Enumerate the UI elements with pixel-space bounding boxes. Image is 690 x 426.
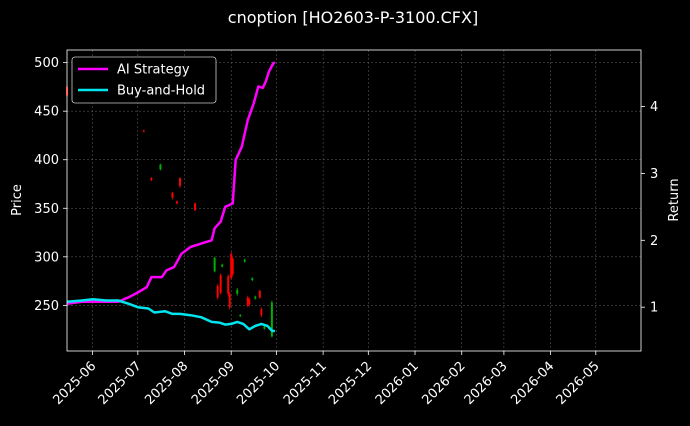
y-tick-label: 500 <box>34 56 59 71</box>
candlesticks <box>66 84 273 338</box>
candle-body <box>171 192 174 198</box>
y2-tick-label: 3 <box>650 167 658 182</box>
candle-body <box>236 289 239 294</box>
candle-body <box>246 297 249 306</box>
x-tick-label: 2026-03 <box>462 359 511 408</box>
candle <box>142 129 145 133</box>
y-tick-label: 400 <box>34 153 59 168</box>
candle <box>228 291 231 310</box>
candle <box>258 289 261 299</box>
candle <box>263 325 266 330</box>
candle-body <box>194 203 197 211</box>
x-tick-label: 2026-02 <box>420 359 469 408</box>
legend: AI Strategy Buy-and-Hold <box>71 56 217 104</box>
candle-body <box>150 178 153 181</box>
candle-body <box>219 275 222 293</box>
series-line-ai-strategy <box>66 61 275 306</box>
candle-body <box>230 253 233 279</box>
candle <box>221 263 224 268</box>
y2-tick-label: 1 <box>650 301 658 316</box>
candle-body <box>243 259 246 262</box>
x-tick-label: 2025-11 <box>281 359 330 408</box>
y-axis-label: Price <box>10 184 25 216</box>
x-tick-label: 2025-09 <box>189 359 238 408</box>
candle-body <box>142 130 145 132</box>
y-axis: 250 300 350 400 450 500 <box>34 56 67 314</box>
candle <box>248 297 251 307</box>
x-tick-label: 2025-06 <box>50 359 99 408</box>
candle <box>236 287 239 296</box>
y2-tick-label: 4 <box>650 100 658 115</box>
candle <box>216 284 219 300</box>
candle <box>254 295 257 300</box>
x-tick-label: 2025-07 <box>96 359 145 408</box>
chart-title: cnoption [HO2603-P-3100.CFX] <box>228 8 478 27</box>
candle-body <box>260 309 263 316</box>
plot-frame <box>66 49 642 352</box>
x-axis: 2025-062025-072025-082025-092025-102025-… <box>50 351 603 408</box>
candle-body <box>213 257 216 272</box>
y-tick-label: 250 <box>34 299 59 314</box>
candle <box>239 314 242 318</box>
y-tick-label: 450 <box>34 105 59 120</box>
series-lines <box>66 61 276 333</box>
x-tick-label: 2025-10 <box>234 359 283 408</box>
candle <box>243 258 246 263</box>
x-tick-label: 2026-04 <box>508 359 557 408</box>
legend-label-ai-strategy: AI Strategy <box>117 63 190 78</box>
y2-axis-label: Return <box>667 178 682 221</box>
x-tick-label: 2026-05 <box>554 359 603 408</box>
x-tick-label: 2025-08 <box>142 359 191 408</box>
candle-body <box>254 296 257 299</box>
candle-body <box>216 285 219 298</box>
candle-body <box>228 293 231 308</box>
candle-body <box>159 164 162 170</box>
candle <box>171 191 174 200</box>
candle <box>246 295 249 308</box>
x-tick-label: 2026-01 <box>373 359 422 408</box>
y-tick-label: 300 <box>34 250 59 265</box>
candle <box>227 274 230 297</box>
y2-axis: 1 2 3 4 <box>641 100 658 316</box>
candle <box>231 256 234 277</box>
candle <box>178 177 181 188</box>
candle <box>150 177 153 182</box>
candle-body <box>270 302 273 337</box>
candle-body <box>178 178 181 186</box>
candle <box>260 307 263 318</box>
candle-body <box>239 315 242 317</box>
candle <box>194 202 197 212</box>
legend-label-buy-and-hold: Buy-and-Hold <box>117 84 205 99</box>
candle-body <box>251 278 254 281</box>
candle <box>175 200 178 205</box>
candle-body <box>248 299 251 305</box>
x-tick-label: 2025-12 <box>326 359 375 408</box>
candle-body <box>221 264 224 267</box>
candle-body <box>227 276 230 294</box>
candle <box>230 251 233 281</box>
candle-body <box>175 201 178 204</box>
y-tick-label: 350 <box>34 202 59 217</box>
candle <box>159 163 162 171</box>
candle <box>251 277 254 282</box>
candle <box>219 273 222 295</box>
y2-tick-label: 2 <box>650 234 658 249</box>
candle <box>213 256 216 273</box>
candle-body <box>263 326 266 329</box>
candle-body <box>258 290 261 298</box>
series-line-buy-and-hold <box>66 297 276 333</box>
candle-body <box>231 258 234 275</box>
